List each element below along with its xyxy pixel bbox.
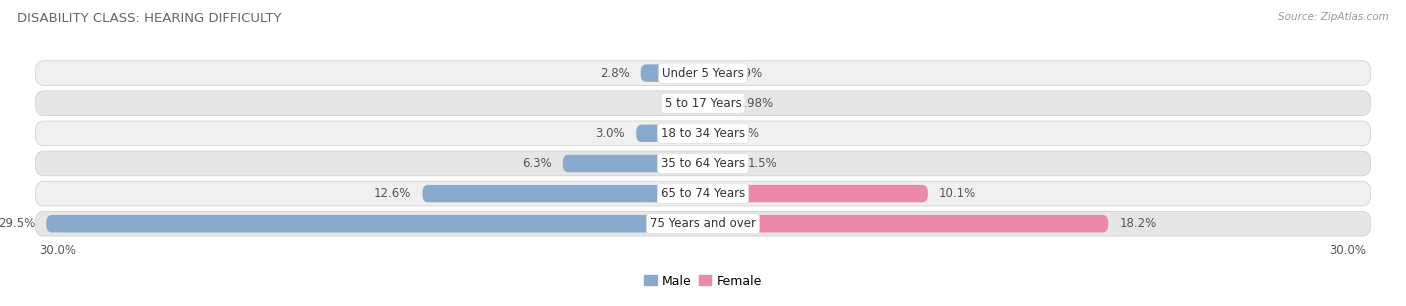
Text: 1.5%: 1.5% bbox=[748, 157, 778, 170]
FancyBboxPatch shape bbox=[703, 185, 928, 202]
FancyBboxPatch shape bbox=[35, 151, 1371, 176]
FancyBboxPatch shape bbox=[703, 125, 711, 142]
Text: 12.6%: 12.6% bbox=[374, 187, 412, 200]
Text: Source: ZipAtlas.com: Source: ZipAtlas.com bbox=[1278, 12, 1389, 22]
FancyBboxPatch shape bbox=[35, 211, 1371, 236]
FancyBboxPatch shape bbox=[703, 215, 1108, 233]
Text: Under 5 Years: Under 5 Years bbox=[662, 67, 744, 80]
FancyBboxPatch shape bbox=[422, 185, 703, 202]
Text: 0.0%: 0.0% bbox=[662, 97, 692, 110]
Text: 2.8%: 2.8% bbox=[600, 67, 630, 80]
FancyBboxPatch shape bbox=[35, 121, 1371, 146]
Text: 0.49%: 0.49% bbox=[725, 67, 762, 80]
FancyBboxPatch shape bbox=[636, 125, 703, 142]
Text: 6.3%: 6.3% bbox=[522, 157, 551, 170]
FancyBboxPatch shape bbox=[35, 61, 1371, 85]
Text: 10.1%: 10.1% bbox=[939, 187, 976, 200]
FancyBboxPatch shape bbox=[35, 181, 1371, 206]
Text: 18.2%: 18.2% bbox=[1119, 217, 1157, 230]
Text: 30.0%: 30.0% bbox=[1330, 244, 1367, 257]
Text: 0.35%: 0.35% bbox=[721, 127, 759, 140]
Text: 3.0%: 3.0% bbox=[596, 127, 626, 140]
Text: 30.0%: 30.0% bbox=[39, 244, 76, 257]
FancyBboxPatch shape bbox=[46, 215, 703, 233]
Text: 29.5%: 29.5% bbox=[0, 217, 35, 230]
Text: 5 to 17 Years: 5 to 17 Years bbox=[665, 97, 741, 110]
Text: 0.98%: 0.98% bbox=[735, 97, 773, 110]
FancyBboxPatch shape bbox=[641, 64, 703, 82]
FancyBboxPatch shape bbox=[35, 91, 1371, 116]
FancyBboxPatch shape bbox=[703, 95, 725, 112]
FancyBboxPatch shape bbox=[703, 155, 737, 172]
Text: 75 Years and over: 75 Years and over bbox=[650, 217, 756, 230]
Text: 35 to 64 Years: 35 to 64 Years bbox=[661, 157, 745, 170]
Text: 18 to 34 Years: 18 to 34 Years bbox=[661, 127, 745, 140]
FancyBboxPatch shape bbox=[562, 155, 703, 172]
FancyBboxPatch shape bbox=[703, 64, 714, 82]
Text: DISABILITY CLASS: HEARING DIFFICULTY: DISABILITY CLASS: HEARING DIFFICULTY bbox=[17, 12, 281, 25]
Legend: Male, Female: Male, Female bbox=[640, 270, 766, 293]
Text: 65 to 74 Years: 65 to 74 Years bbox=[661, 187, 745, 200]
